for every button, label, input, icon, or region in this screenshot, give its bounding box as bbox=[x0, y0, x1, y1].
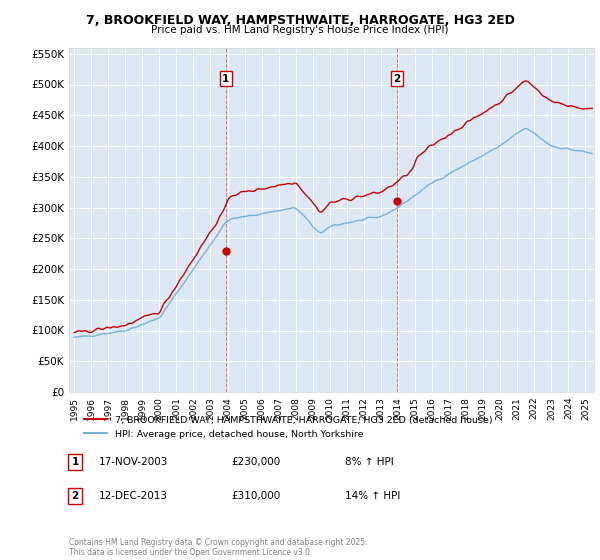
Text: 12-DEC-2013: 12-DEC-2013 bbox=[99, 491, 168, 501]
Text: 2: 2 bbox=[394, 73, 401, 83]
Text: £230,000: £230,000 bbox=[231, 457, 280, 467]
Text: 8% ↑ HPI: 8% ↑ HPI bbox=[345, 457, 394, 467]
Text: 17-NOV-2003: 17-NOV-2003 bbox=[99, 457, 169, 467]
Legend: 7, BROOKFIELD WAY, HAMPSTHWAITE, HARROGATE, HG3 2ED (detached house), HPI: Avera: 7, BROOKFIELD WAY, HAMPSTHWAITE, HARROGA… bbox=[79, 410, 497, 444]
Text: 2: 2 bbox=[71, 491, 79, 501]
Text: 1: 1 bbox=[71, 457, 79, 467]
Text: 14% ↑ HPI: 14% ↑ HPI bbox=[345, 491, 400, 501]
Text: Price paid vs. HM Land Registry's House Price Index (HPI): Price paid vs. HM Land Registry's House … bbox=[151, 25, 449, 35]
Text: Contains HM Land Registry data © Crown copyright and database right 2025.
This d: Contains HM Land Registry data © Crown c… bbox=[69, 538, 367, 557]
Text: 1: 1 bbox=[222, 73, 229, 83]
Text: 7, BROOKFIELD WAY, HAMPSTHWAITE, HARROGATE, HG3 2ED: 7, BROOKFIELD WAY, HAMPSTHWAITE, HARROGA… bbox=[86, 14, 514, 27]
Text: £310,000: £310,000 bbox=[231, 491, 280, 501]
